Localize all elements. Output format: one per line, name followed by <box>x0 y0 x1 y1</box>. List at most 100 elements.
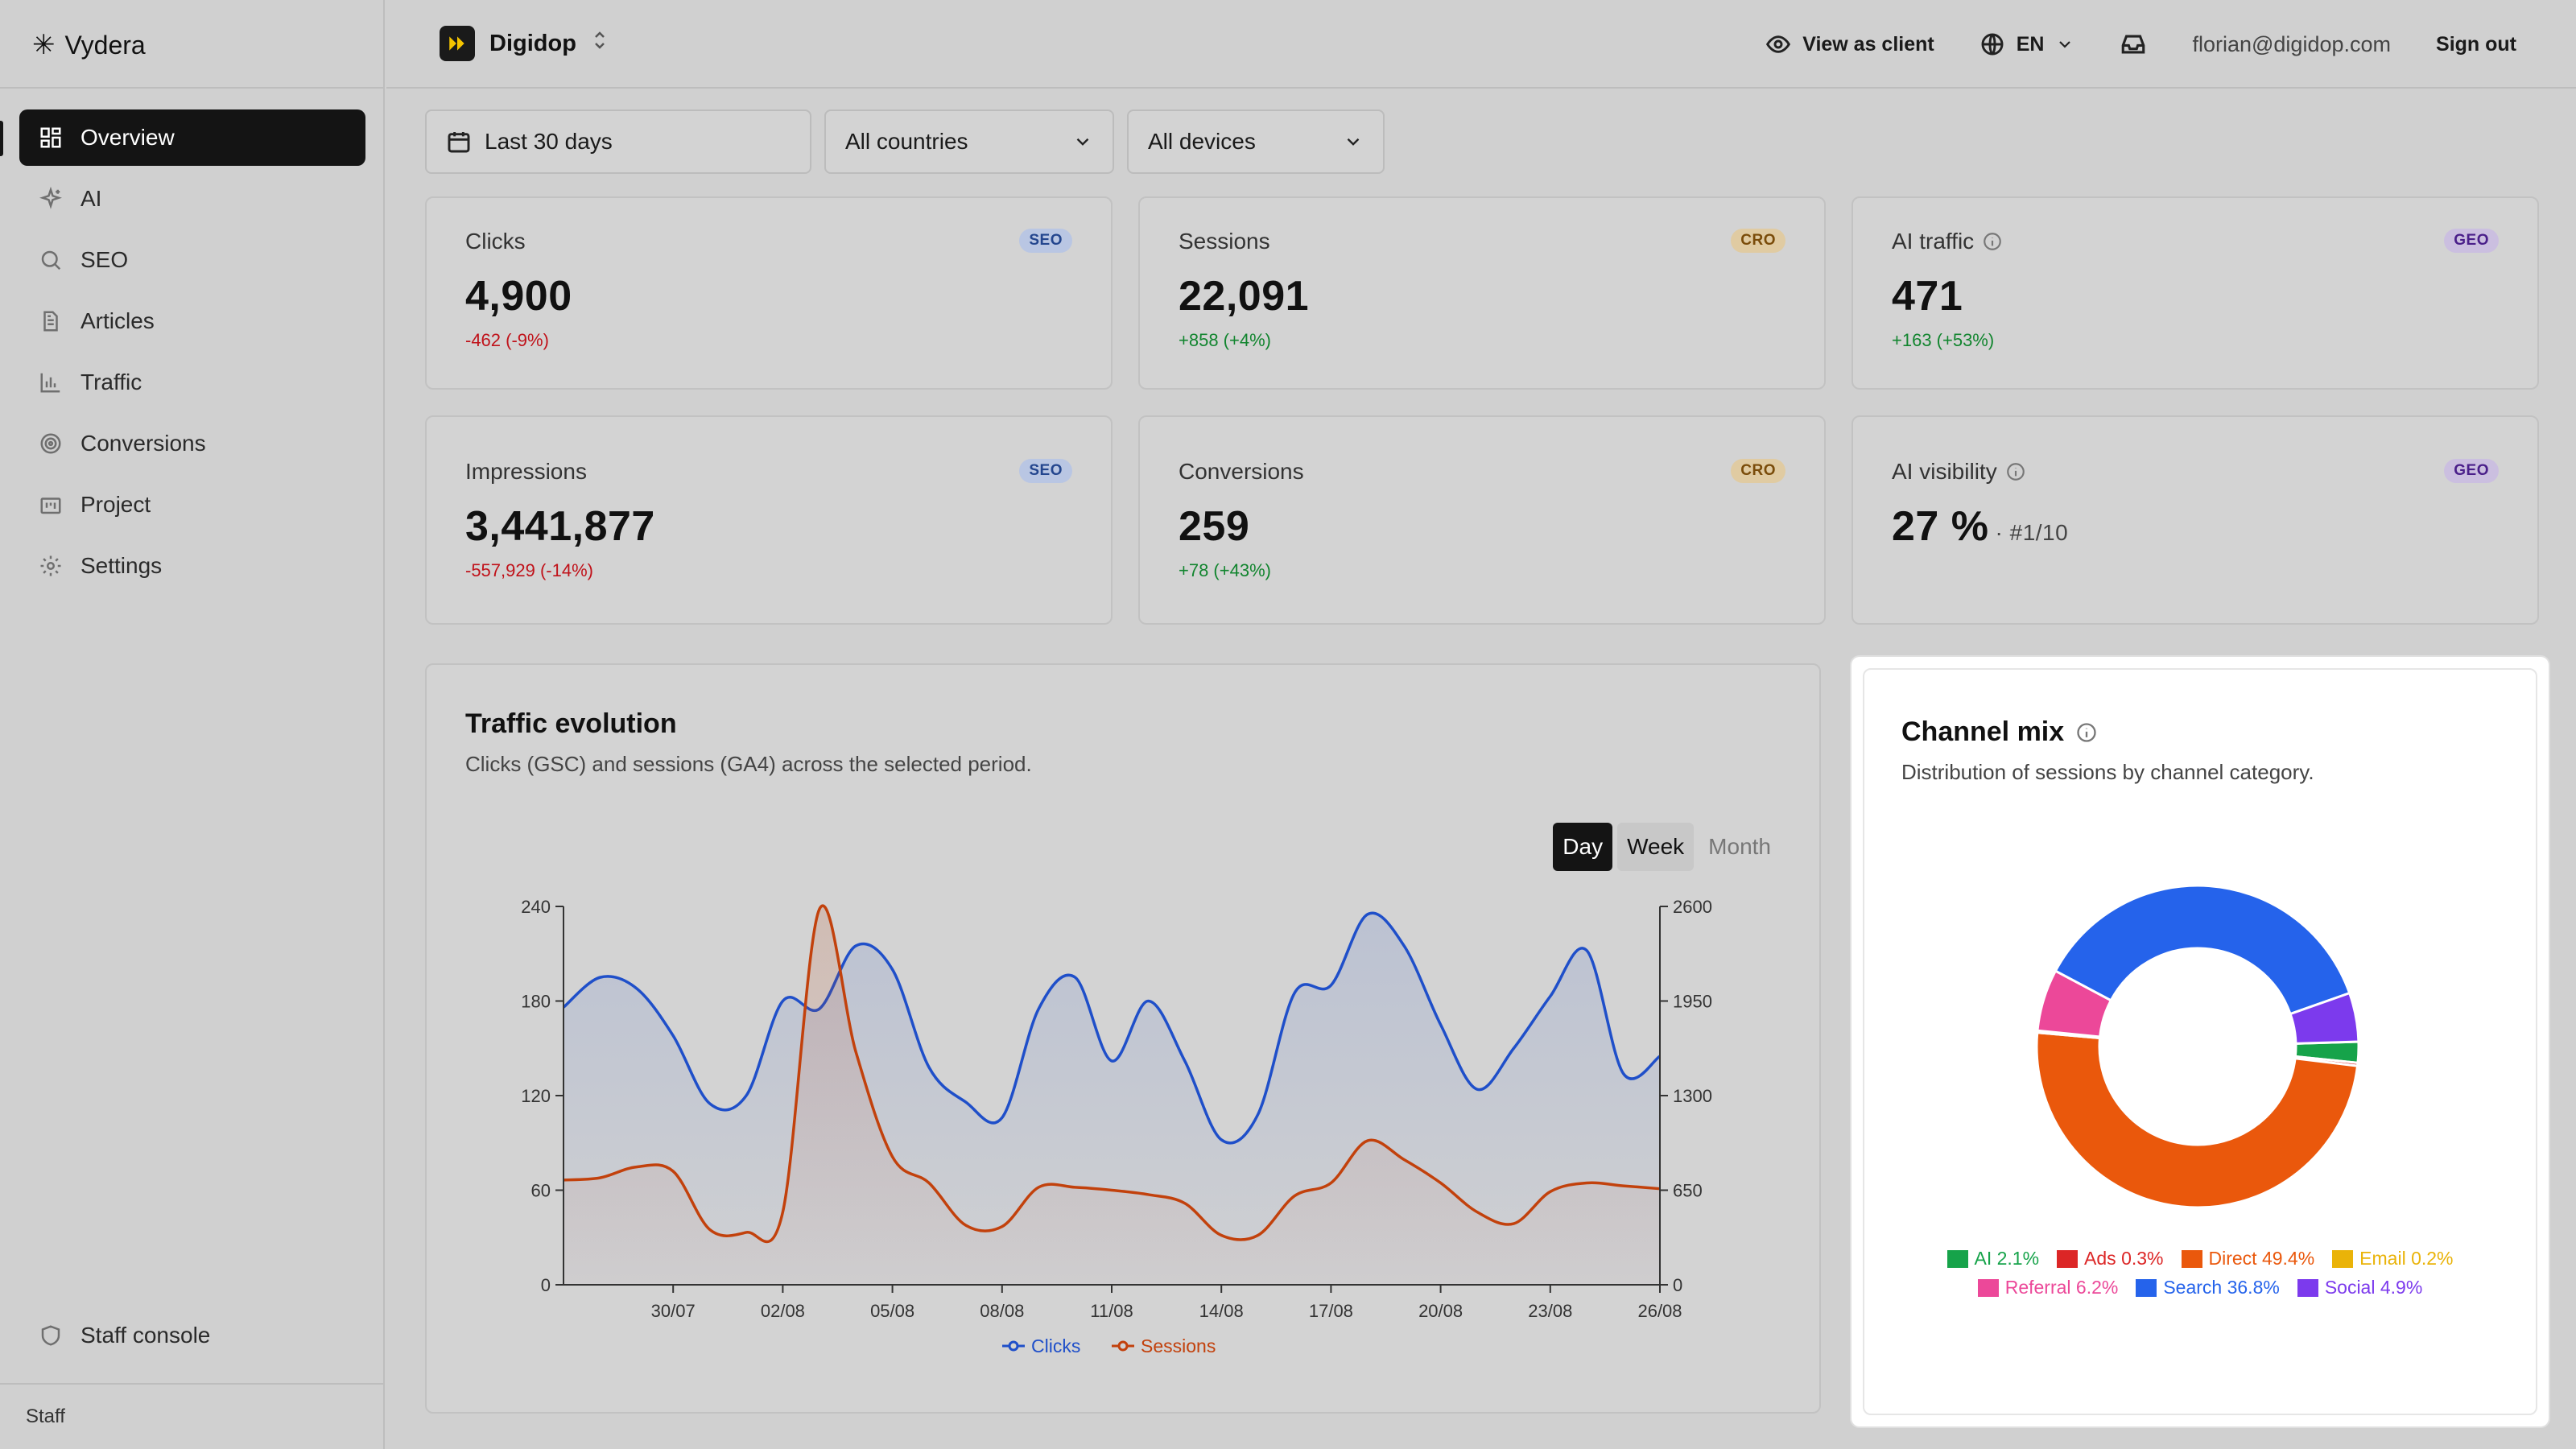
legend-item-search[interactable]: Search 36.8% <box>2136 1277 2280 1298</box>
info-icon[interactable] <box>2075 721 2098 744</box>
sidebar-item-articles[interactable]: Articles <box>19 293 365 349</box>
sign-out-button[interactable]: Sign out <box>2436 32 2516 56</box>
donut-slice-direct[interactable] <box>2035 1031 2359 1209</box>
stat-rank: · #1/10 <box>1995 520 2069 545</box>
date-range-filter[interactable]: Last 30 days <box>425 109 811 174</box>
panel-subtitle: Distribution of sessions by channel cate… <box>1901 760 2314 784</box>
staff-console-label: Staff console <box>80 1323 211 1348</box>
stat-label: Impressions <box>465 459 587 484</box>
sidebar: ✳ Vydera Overview AI SEO Articles Traffi… <box>0 0 385 1449</box>
info-icon[interactable] <box>1982 231 2003 252</box>
user-email: florian@digidop.com <box>2192 31 2392 56</box>
y-tick-label-left: 120 <box>521 1086 551 1106</box>
brand-logo[interactable]: ✳ Vydera <box>32 27 146 63</box>
legend-swatch <box>2332 1249 2354 1268</box>
stat-delta: +858 (+4%) <box>1179 330 1271 350</box>
legend-swatch <box>2181 1249 2202 1268</box>
svg-text:Sessions: Sessions <box>1141 1335 1216 1356</box>
shield-icon <box>41 1325 60 1346</box>
stat-delta: +78 (+43%) <box>1179 560 1271 580</box>
stat-label: Clicks <box>465 229 526 254</box>
sidebar-item-label: Settings <box>80 553 163 578</box>
legend-item-email[interactable]: Email 0.2% <box>2332 1248 2454 1269</box>
sidebar-item-traffic[interactable]: Traffic <box>19 354 365 411</box>
calendar-icon <box>448 132 470 153</box>
category-badge: CRO <box>1731 459 1785 483</box>
legend-label: Direct 49.4% <box>2208 1248 2315 1269</box>
staff-console-link[interactable]: Staff console <box>19 1307 365 1364</box>
granularity-day-button[interactable]: Day <box>1553 823 1613 871</box>
stat-value: 3,441,877 <box>465 503 655 550</box>
briefcase-icon <box>39 493 63 517</box>
sidebar-nav: Overview AI SEO Articles Traffic Convers… <box>19 109 365 599</box>
project-switcher[interactable]: Digidop <box>440 26 609 61</box>
granularity-week-button[interactable]: Week <box>1617 823 1695 871</box>
legend-label: Search 36.8% <box>2163 1277 2280 1298</box>
sidebar-item-label: Traffic <box>80 369 142 394</box>
stat-card-sessions: Sessions CRO 22,091 +858 (+4%) <box>1138 196 1826 390</box>
stat-delta: -462 (-9%) <box>465 330 549 350</box>
legend-item-ads[interactable]: Ads 0.3% <box>2057 1248 2164 1269</box>
series-line-sessions[interactable] <box>563 904 1661 1244</box>
x-tick-label: 08/08 <box>980 1301 1024 1321</box>
channel-legend-row: AI 2.1% Ads 0.3% Direct 49.4% Email 0.2% <box>1863 1248 2537 1269</box>
sidebar-item-overview[interactable]: Overview <box>19 109 365 166</box>
sidebar-item-ai[interactable]: AI <box>19 171 365 227</box>
legend-label: Ads 0.3% <box>2084 1248 2164 1269</box>
top-header: Digidop View as client EN florian@digido… <box>386 0 2576 89</box>
y-tick-label-right: 0 <box>1673 1275 1682 1295</box>
legend-item-clicks[interactable]: Clicks <box>1002 1335 1080 1356</box>
donut-slice-search[interactable] <box>2054 884 2351 1016</box>
donut-slice-social[interactable] <box>2289 991 2360 1045</box>
granularity-month-button[interactable]: Month <box>1708 834 1771 859</box>
panel-title: Traffic evolution <box>465 708 677 739</box>
stat-card-ai-traffic: AI traffic GEO 471 +163 (+53%) <box>1852 196 2539 390</box>
legend-swatch <box>2297 1278 2318 1297</box>
channel-legend-row: Referral 6.2% Search 36.8% Social 4.9% <box>1863 1277 2537 1298</box>
device-select-value: All devices <box>1148 129 1256 154</box>
legend-item-sessions[interactable]: Sessions <box>1112 1335 1216 1356</box>
bar-chart-icon <box>39 370 63 394</box>
panel-title: Channel mix <box>1901 716 2065 747</box>
date-range-label: Last 30 days <box>485 129 613 154</box>
sidebar-item-project[interactable]: Project <box>19 477 365 533</box>
x-tick-label: 30/07 <box>651 1301 696 1321</box>
search-icon <box>39 248 63 272</box>
divider <box>0 87 385 89</box>
info-icon[interactable] <box>2005 461 2026 482</box>
legend-swatch <box>2057 1249 2079 1268</box>
legend-swatch <box>1946 1249 1968 1268</box>
channel-mix-inner <box>1863 668 2537 1415</box>
stat-label: AI traffic <box>1892 229 1975 254</box>
legend-label: Email 0.2% <box>2359 1248 2454 1269</box>
project-logo <box>440 26 475 61</box>
legend-item-social[interactable]: Social 4.9% <box>2297 1277 2422 1298</box>
stat-value: 259 <box>1179 503 1250 550</box>
inbox-icon[interactable] <box>2120 31 2147 58</box>
language-selector[interactable]: EN <box>1979 31 2075 57</box>
legend-item-ai[interactable]: AI 2.1% <box>1946 1248 2040 1269</box>
stat-value: 27 % <box>1892 503 1989 550</box>
legend-item-referral[interactable]: Referral 6.2% <box>1977 1277 2118 1298</box>
brand-name: Vydera <box>64 30 146 60</box>
grid-icon <box>39 126 63 150</box>
legend-label: AI 2.1% <box>1974 1248 2040 1269</box>
category-badge: GEO <box>2444 459 2499 483</box>
category-badge: SEO <box>1019 459 1072 483</box>
legend-item-direct[interactable]: Direct 49.4% <box>2181 1248 2315 1269</box>
sidebar-item-seo[interactable]: SEO <box>19 232 365 288</box>
document-icon <box>39 309 63 333</box>
series-line-clicks[interactable] <box>562 911 1662 1145</box>
sparkles-icon <box>39 187 63 211</box>
panel-title-group: Channel mix <box>1901 716 2098 748</box>
country-select[interactable]: All countries <box>824 109 1114 174</box>
granularity-toggle: Day Week Month <box>1553 823 1781 871</box>
legend-swatch <box>1977 1278 1999 1297</box>
sidebar-item-settings[interactable]: Settings <box>19 538 365 594</box>
stat-value-group: 27 % · #1/10 <box>1892 502 2068 551</box>
sidebar-item-conversions[interactable]: Conversions <box>19 415 365 472</box>
view-as-client-button[interactable]: View as client <box>1765 31 1934 57</box>
device-select[interactable]: All devices <box>1127 109 1385 174</box>
channel-donut-chart <box>2035 884 2360 1209</box>
sidebar-item-label: SEO <box>80 247 129 272</box>
